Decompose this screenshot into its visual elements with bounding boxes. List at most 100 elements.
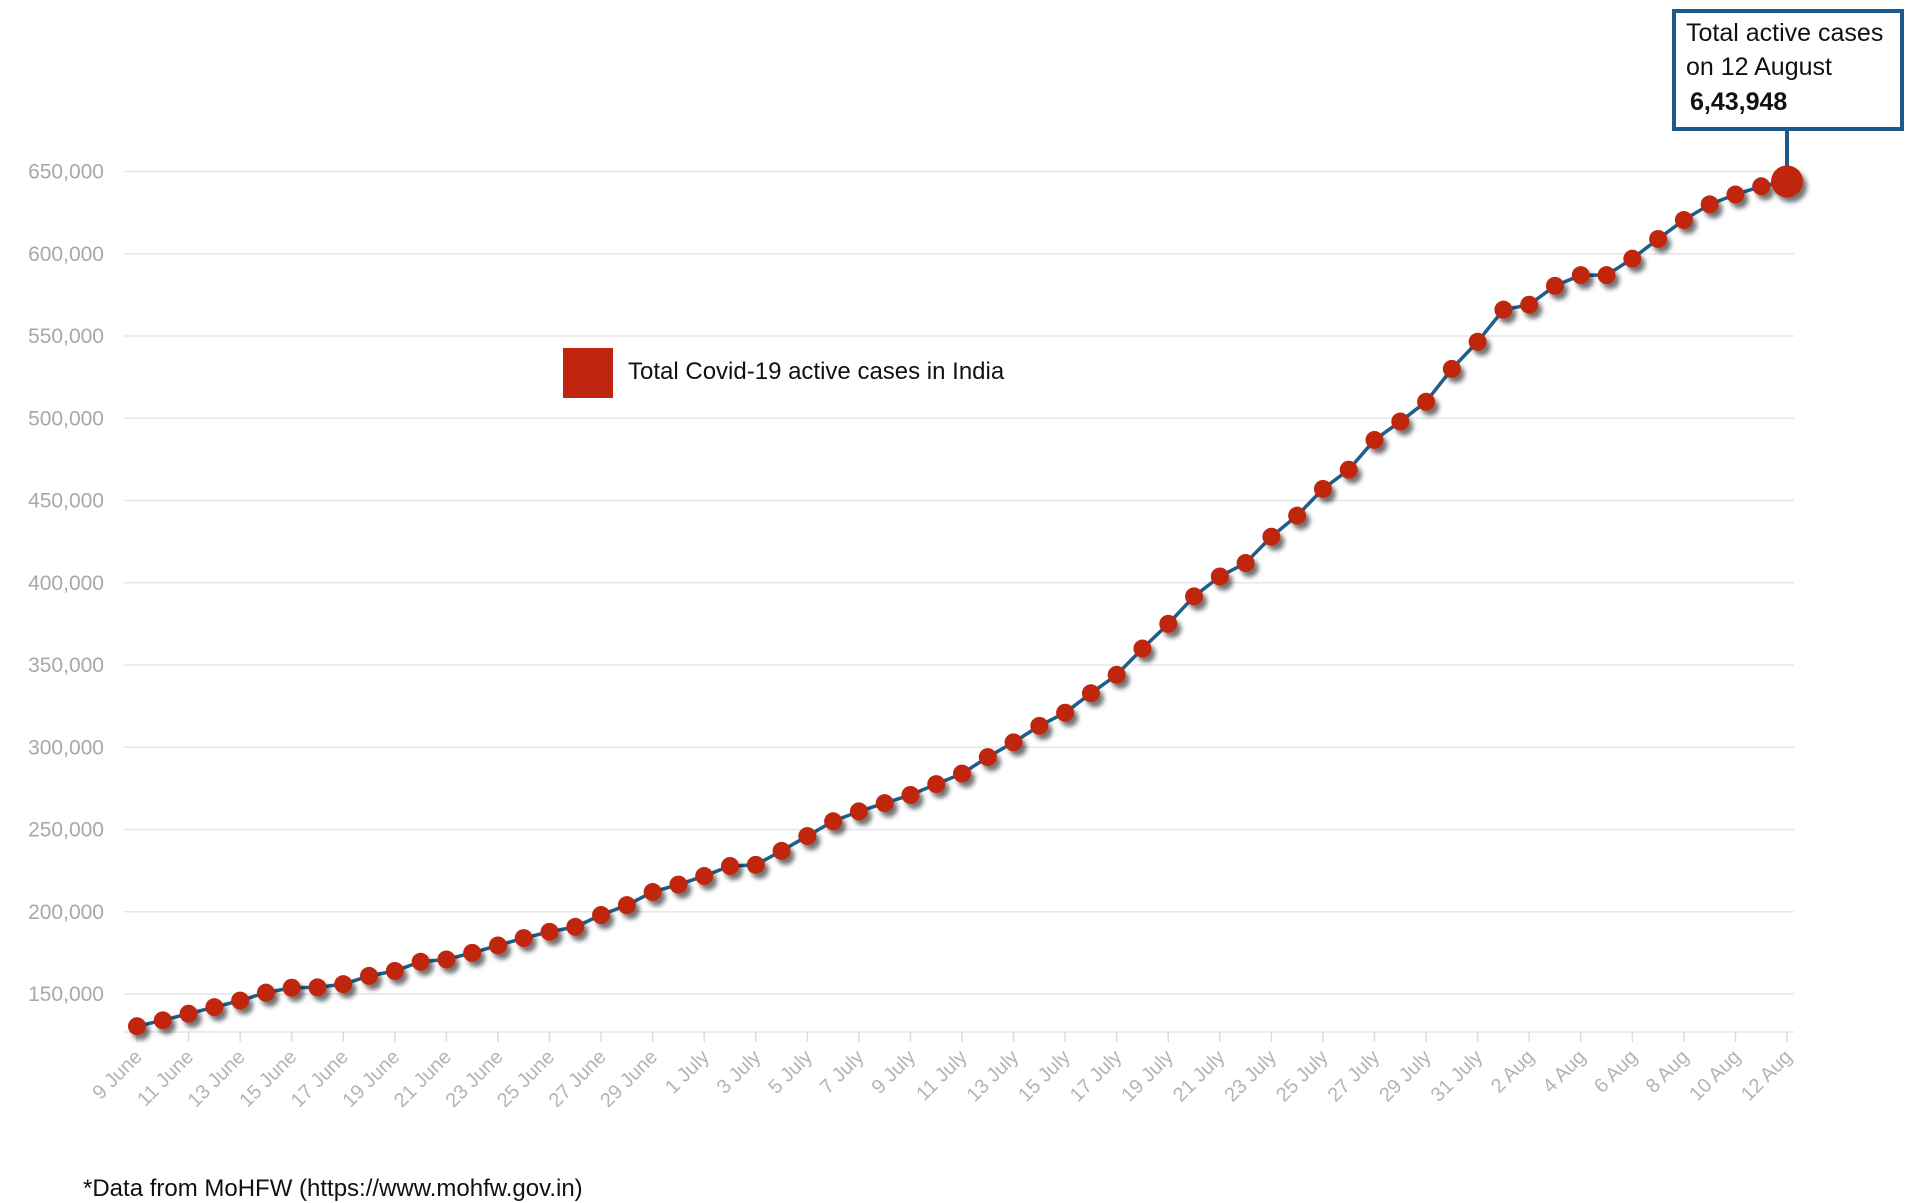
legend-swatch (563, 348, 613, 398)
data-point (1107, 665, 1126, 684)
data-point (334, 975, 353, 994)
data-point (463, 943, 482, 962)
data-point (746, 855, 765, 874)
x-tick-label: 11 July (912, 1046, 971, 1105)
x-tick-label: 6 Aug (1590, 1046, 1642, 1098)
annotation-line2: on 12 August (1686, 53, 1832, 81)
data-point (514, 929, 533, 948)
data-point (1313, 479, 1332, 498)
data-point (1262, 527, 1281, 546)
data-point (1623, 249, 1642, 268)
x-tick-label: 29 June (596, 1046, 662, 1112)
x-tick-label: 5 July (764, 1046, 817, 1099)
y-tick-label: 600,000 (28, 243, 104, 266)
y-tick-label: 250,000 (28, 819, 104, 842)
data-point (128, 1017, 146, 1036)
x-tick-label: 12 Aug (1737, 1046, 1797, 1106)
data-point (437, 950, 456, 969)
data-point (1081, 684, 1100, 703)
data-point (1365, 430, 1384, 449)
annotation-box: Total active cases on 12 August 6,43,948 (1672, 9, 1904, 131)
y-tick-label: 150,000 (28, 983, 104, 1006)
x-tick-label: 31 July (1427, 1046, 1487, 1106)
data-point (256, 983, 275, 1002)
data-point (901, 785, 920, 804)
y-tick-label: 300,000 (28, 736, 104, 759)
data-point (669, 875, 688, 894)
data-point (282, 978, 301, 997)
data-point (1494, 300, 1513, 319)
x-tick-label: 29 July (1375, 1046, 1435, 1106)
data-point (1185, 587, 1204, 606)
data-point (695, 867, 714, 886)
data-point (179, 1004, 198, 1023)
data-point (1391, 412, 1410, 431)
data-point (308, 978, 327, 997)
x-tick-label: 27 July (1324, 1046, 1384, 1106)
legend-label: Total Covid-19 active cases in India (628, 358, 1005, 385)
data-point (1004, 733, 1023, 752)
x-tick-label: 23 July (1221, 1046, 1281, 1106)
y-tick-label: 200,000 (28, 901, 104, 924)
data-point (1649, 229, 1668, 248)
data-point (1468, 332, 1487, 351)
data-point (1236, 554, 1255, 573)
x-tick-label: 15 July (1014, 1046, 1074, 1106)
data-point (643, 883, 662, 902)
y-tick-label: 550,000 (28, 325, 104, 348)
x-tick-label: 7 July (816, 1046, 869, 1099)
x-tick-label: 19 July (1117, 1046, 1177, 1106)
data-point (617, 896, 636, 915)
y-tick-label: 350,000 (28, 654, 104, 677)
y-tick-label: 650,000 (28, 161, 104, 184)
data-point (205, 998, 224, 1017)
data-point (798, 827, 817, 846)
data-point (1545, 276, 1564, 295)
x-tick-label: 3 July (713, 1046, 766, 1099)
series-line (136, 179, 1788, 1028)
data-point (1288, 506, 1307, 525)
data-point (1210, 567, 1229, 586)
data-point (927, 775, 946, 794)
data-point (1520, 295, 1539, 314)
data-point (1752, 177, 1771, 196)
data-point (1339, 460, 1358, 479)
data-point (566, 917, 585, 936)
data-point (953, 764, 971, 783)
data-point (849, 802, 868, 821)
data-point (978, 748, 997, 767)
x-tick-label: 1 July (661, 1046, 714, 1099)
data-point (153, 1011, 172, 1030)
x-tick-label: 4 Aug (1539, 1046, 1591, 1098)
data-point (488, 936, 507, 955)
data-point (1442, 359, 1461, 378)
data-point (1674, 211, 1693, 230)
x-tick-label: 17 July (1066, 1046, 1126, 1106)
y-tick-label: 500,000 (28, 407, 104, 430)
data-point (824, 812, 843, 831)
data-point (1133, 639, 1152, 658)
data-point (1056, 703, 1075, 722)
annotation-value: 6,43,948 (1690, 88, 1788, 116)
data-point (1417, 392, 1436, 411)
data-source-note: *Data from MoHFW (https://www.mohfw.gov.… (83, 1175, 583, 1202)
y-tick-label: 450,000 (28, 490, 104, 513)
data-point (385, 961, 404, 980)
data-point (720, 857, 739, 876)
data-point (1771, 165, 1803, 198)
x-tick-label: 25 July (1272, 1046, 1332, 1106)
data-point (1571, 266, 1590, 285)
data-point (360, 966, 379, 985)
y-tick-label: 400,000 (28, 572, 104, 595)
x-tick-label: 21 July (1169, 1046, 1229, 1106)
annotation-line1: Total active cases (1686, 19, 1884, 47)
data-point (1726, 185, 1745, 204)
data-point (1159, 614, 1178, 633)
data-point (231, 991, 250, 1010)
data-point (1597, 266, 1616, 285)
data-point (875, 794, 894, 813)
data-point (772, 841, 791, 860)
x-tick-label: 13 July (963, 1046, 1023, 1106)
data-point (540, 922, 559, 941)
